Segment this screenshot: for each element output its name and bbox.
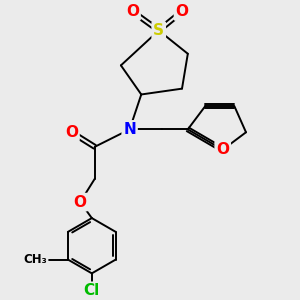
Text: S: S <box>153 23 164 38</box>
Text: O: O <box>216 142 229 157</box>
Text: O: O <box>74 195 87 210</box>
Text: O: O <box>176 4 188 19</box>
Text: N: N <box>123 122 136 137</box>
Text: O: O <box>126 4 139 19</box>
Text: O: O <box>65 125 78 140</box>
Text: CH₃: CH₃ <box>24 253 47 266</box>
Text: Cl: Cl <box>84 283 100 298</box>
